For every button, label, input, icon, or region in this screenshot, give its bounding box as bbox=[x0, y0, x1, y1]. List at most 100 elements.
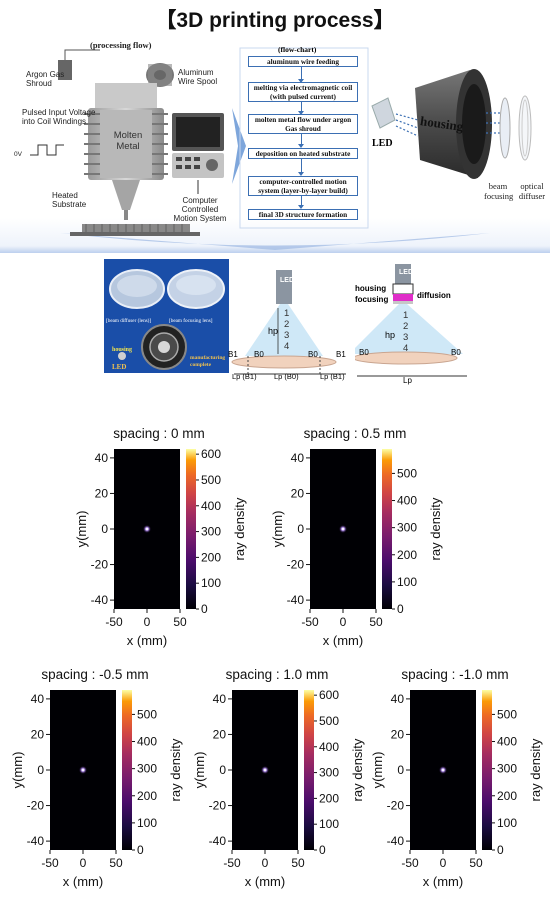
b1-right-label: B1 bbox=[336, 350, 346, 359]
x-axis-label: x (mm) bbox=[63, 874, 103, 889]
x-tick-label: 50 bbox=[109, 856, 123, 870]
lens-photo: [beam diffuser (lens)] [beam focusing le… bbox=[104, 259, 229, 373]
argon-label: Argon Gas Shroud bbox=[26, 70, 65, 88]
y-tick-label: 20 bbox=[391, 727, 405, 741]
colorbar-tick-label: 0 bbox=[319, 843, 326, 857]
plot-title: spacing : -1.0 mm bbox=[401, 667, 508, 682]
colorbar-tick-label: 200 bbox=[319, 791, 339, 805]
colorbar-tick-label: 0 bbox=[137, 843, 144, 857]
y-axis-label: y(mm) bbox=[370, 752, 385, 789]
colorbar-tick-label: 500 bbox=[201, 473, 221, 487]
flow-step-4: deposition on heated substrate bbox=[248, 148, 358, 159]
colorbar-tick-label: 500 bbox=[497, 707, 517, 721]
led-schematic-2: LED housing focusing diffusion 1 2 3 4 h… bbox=[355, 262, 470, 387]
x-tick-label: -50 bbox=[301, 615, 319, 629]
colorbar-tick-label: 500 bbox=[319, 714, 339, 728]
distance-numbers-1: 1 2 3 4 bbox=[284, 308, 290, 352]
colorbar-tick-label: 500 bbox=[137, 707, 157, 721]
y-tick-label: -20 bbox=[387, 799, 405, 813]
plot-title: spacing : 0.5 mm bbox=[304, 426, 407, 441]
page-title: 【3D printing process】 bbox=[155, 9, 395, 32]
x-tick-label: 0 bbox=[340, 615, 347, 629]
lp-label-2: Lp bbox=[403, 376, 412, 385]
housing-caption: housing bbox=[112, 347, 133, 353]
y-tick-label: 20 bbox=[291, 486, 305, 500]
led-caption: LED bbox=[112, 363, 127, 371]
colorbar-tick-label: 200 bbox=[397, 548, 417, 562]
led-label: LED bbox=[372, 138, 393, 149]
flow-step-2: melting via electromagnetic coil (with p… bbox=[248, 82, 358, 102]
manufacturing-caption: manufacturing complete bbox=[190, 355, 226, 368]
flow-step-5: computer-controlled motion system (layer… bbox=[248, 176, 358, 196]
x-axis-label: x (mm) bbox=[423, 874, 463, 889]
x-tick-label: -50 bbox=[401, 856, 419, 870]
beam-focusing-caption: [beam focusing lens] bbox=[169, 318, 213, 324]
flowchart-label: (flow-chart) bbox=[278, 45, 317, 54]
x-tick-label: -50 bbox=[223, 856, 241, 870]
x-tick-label: -50 bbox=[105, 615, 123, 629]
flow-step-1: aluminum wire feeding bbox=[248, 56, 358, 67]
colorbar-label: ray density bbox=[428, 497, 443, 560]
peak-center bbox=[264, 769, 266, 771]
y-tick-label: -20 bbox=[91, 558, 109, 572]
y-axis-label: y(mm) bbox=[74, 511, 89, 548]
housing-tag-2: housing bbox=[355, 284, 387, 293]
y-tick-label: 20 bbox=[31, 727, 45, 741]
colorbar bbox=[304, 690, 314, 850]
led-tag-2: LED bbox=[399, 269, 413, 276]
colorbar-tick-label: 300 bbox=[397, 521, 417, 535]
y-tick-label: 40 bbox=[213, 692, 227, 706]
colorbar bbox=[186, 449, 196, 609]
colorbar-tick-label: 400 bbox=[497, 735, 517, 749]
divider-beam bbox=[60, 233, 490, 250]
colorbar-tick-label: 100 bbox=[497, 816, 517, 830]
colorbar-tick-label: 300 bbox=[201, 525, 221, 539]
colorbar-tick-label: 100 bbox=[319, 817, 339, 831]
x-tick-label: 50 bbox=[173, 615, 187, 629]
y-tick-label: 0 bbox=[397, 763, 404, 777]
y-tick-label: 0 bbox=[37, 763, 44, 777]
argon-shroud-icon bbox=[58, 60, 72, 80]
beam-diffuser-caption: [beam diffuser (lens)] bbox=[106, 318, 152, 324]
y-tick-label: 40 bbox=[31, 692, 45, 706]
colorbar-label: ray density bbox=[528, 738, 543, 801]
colorbar-tick-label: 0 bbox=[201, 602, 208, 616]
colorbar-tick-label: 100 bbox=[397, 575, 417, 589]
y-tick-label: -40 bbox=[287, 593, 305, 607]
lp-b0: Lp (B0) bbox=[274, 372, 299, 381]
y-tick-label: 40 bbox=[95, 451, 109, 465]
plot-title: spacing : 1.0 mm bbox=[226, 667, 329, 682]
pulsed-label: Pulsed Input Voltage into Coil Windings bbox=[22, 108, 96, 126]
colorbar-tick-label: 0 bbox=[497, 843, 504, 857]
plot-title: spacing : -0.5 mm bbox=[41, 667, 148, 682]
y-tick-label: -20 bbox=[27, 799, 45, 813]
x-axis-label: x (mm) bbox=[245, 874, 285, 889]
colorbar-tick-label: 600 bbox=[201, 447, 221, 461]
colorbar-tick-label: 300 bbox=[319, 766, 339, 780]
heated-substrate-label: Heated Substrate bbox=[52, 191, 87, 209]
peak-center bbox=[146, 528, 148, 530]
y-axis-label: y(mm) bbox=[10, 752, 25, 789]
y-tick-label: -20 bbox=[209, 799, 227, 813]
peak-center bbox=[342, 528, 344, 530]
optical-diffuser-label: optical diffuser bbox=[518, 181, 546, 201]
colorbar-label: ray density bbox=[350, 738, 365, 801]
spool-label: Aluminum Wire Spool bbox=[178, 68, 218, 86]
x-tick-label: -50 bbox=[41, 856, 59, 870]
colorbar-tick-label: 600 bbox=[319, 688, 339, 702]
y-tick-label: 20 bbox=[213, 727, 227, 741]
colorbar-tick-label: 200 bbox=[497, 789, 517, 803]
lp-b1-right: Lp (B1) bbox=[320, 372, 345, 381]
flow-step-6: final 3D structure formation bbox=[248, 209, 358, 220]
ov-label: 0V bbox=[14, 151, 22, 158]
x-tick-label: 50 bbox=[369, 615, 383, 629]
colorbar-tick-label: 400 bbox=[201, 499, 221, 513]
colorbar-tick-label: 200 bbox=[137, 789, 157, 803]
lp-b1-left: Lp (B1) bbox=[232, 372, 257, 381]
colorbar-tick-label: 300 bbox=[137, 762, 157, 776]
